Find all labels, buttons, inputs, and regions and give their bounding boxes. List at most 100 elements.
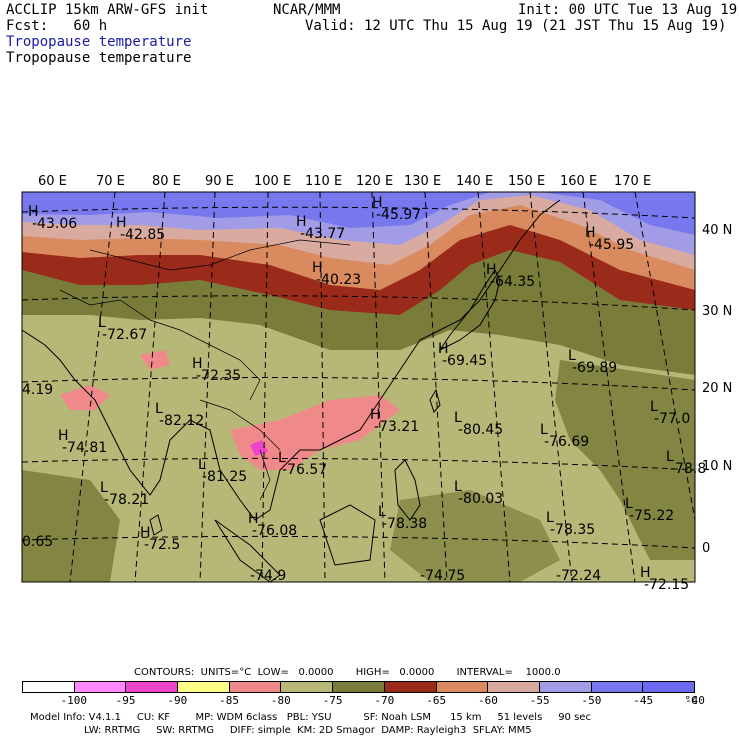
lat-label: 10 N bbox=[702, 459, 732, 474]
high-marker: H bbox=[312, 260, 323, 276]
extremum-value: -76.08 bbox=[252, 523, 297, 539]
extremum-value: -78.8 bbox=[670, 461, 706, 477]
field-patch-salmon-china bbox=[230, 395, 400, 470]
meridian-120e bbox=[371, 192, 386, 582]
low-marker: L bbox=[650, 399, 658, 415]
lon-label: 80 E bbox=[152, 174, 181, 189]
header-title: ACCLIP 15km ARW-GFS init bbox=[6, 2, 209, 18]
high-marker: H bbox=[248, 511, 259, 527]
lat-label: 20 N bbox=[702, 381, 732, 396]
coastlines bbox=[22, 199, 561, 582]
low-marker: L bbox=[454, 410, 462, 426]
extremum-value: -42.85 bbox=[120, 227, 165, 243]
colorbar-tick: -100 bbox=[60, 694, 88, 707]
extremum-value: -72.5 bbox=[144, 537, 180, 553]
coastline-asia bbox=[22, 199, 561, 521]
field-patch-olive-indian bbox=[22, 470, 120, 582]
field-label-shaded: Tropopause temperature bbox=[6, 34, 192, 50]
extremum-value: -40.23 bbox=[316, 272, 361, 288]
high-marker: H bbox=[58, 428, 69, 444]
coastline-japan bbox=[438, 269, 501, 352]
colorbar-tick: -65 bbox=[426, 694, 447, 707]
meridian-90e bbox=[199, 192, 216, 582]
colorbar-tick: -95 bbox=[115, 694, 136, 707]
high-marker: H bbox=[116, 215, 127, 231]
low-marker: L bbox=[546, 510, 554, 526]
lon-label: 150 E bbox=[508, 174, 545, 189]
coastline-philippines bbox=[394, 459, 421, 521]
lat-label: 30 N bbox=[702, 304, 732, 319]
high-marker: H bbox=[486, 262, 497, 278]
high-marker: H bbox=[372, 195, 383, 211]
lon-label: 130 E bbox=[404, 174, 441, 189]
model-info-line1: Model Info: V4.1.1 CU: KF MP: WDM 6class… bbox=[30, 712, 591, 723]
meridian-140e bbox=[477, 192, 511, 582]
colorbar-tick: -50 bbox=[581, 694, 602, 707]
high-marker: H bbox=[296, 214, 307, 230]
lon-label: 60 E bbox=[38, 174, 67, 189]
extremum-value: 0.65 bbox=[22, 534, 53, 550]
colorbar-swatch bbox=[229, 682, 282, 692]
extremum-value: -73.21 bbox=[374, 419, 419, 435]
extremum-value: -72.15 bbox=[644, 577, 689, 593]
field-patch-salmon-tibet bbox=[140, 350, 170, 370]
header-forecast-hour: Fcst: 60 h bbox=[6, 18, 108, 34]
extremum-value: -74.81 bbox=[62, 440, 107, 456]
high-marker: H bbox=[585, 225, 596, 241]
lon-label: 90 E bbox=[205, 174, 234, 189]
low-marker: L bbox=[198, 457, 206, 473]
extremum-value: -72.67 bbox=[102, 327, 147, 343]
colorbar-swatch bbox=[591, 682, 644, 692]
colorbar-tick: -75 bbox=[322, 694, 343, 707]
parallel-30n bbox=[22, 295, 695, 311]
lon-label: 170 E bbox=[614, 174, 651, 189]
meridian-110e bbox=[319, 192, 326, 582]
extremum-value: -69.45 bbox=[442, 353, 487, 369]
low-marker: L bbox=[625, 496, 633, 512]
high-marker: H bbox=[192, 356, 203, 372]
extremum-value: -72.35 bbox=[196, 368, 241, 384]
low-marker: L bbox=[568, 348, 576, 364]
extremum-value: -78.35 bbox=[550, 522, 595, 538]
meridian-170e bbox=[634, 192, 695, 521]
extremum-value: -69.89 bbox=[572, 360, 617, 376]
colorbar-tick: -40 bbox=[685, 694, 705, 707]
country-borders bbox=[59, 239, 351, 501]
longitude-labels: 60 E 70 E 80 E 90 E 100 E 110 E 120 E 130 E 140 … bbox=[38, 174, 651, 189]
colorbar-swatch bbox=[178, 682, 230, 692]
header-init-time: Init: 00 UTC Tue 13 Aug 19 bbox=[518, 2, 738, 18]
latitude-labels: 40 N 30 N 20 N 10 N 0 bbox=[702, 223, 732, 556]
parallel-40n bbox=[22, 206, 695, 219]
colorbar-tick: -85 bbox=[219, 694, 239, 707]
field-patch-salmon-india bbox=[60, 385, 110, 410]
header-valid-time: Valid: 12 UTC Thu 15 Aug 19 (21 JST Thu … bbox=[305, 18, 727, 34]
low-marker: L bbox=[378, 504, 386, 520]
colorbar-tick: -60 bbox=[477, 694, 498, 707]
extremum-value: -43.06 bbox=[32, 216, 77, 232]
map-border bbox=[21, 191, 696, 583]
colorbar-swatch bbox=[23, 682, 75, 692]
meridian-100e bbox=[261, 192, 269, 582]
lon-label: 140 E bbox=[456, 174, 493, 189]
low-marker: L bbox=[278, 450, 286, 466]
colorbar-tick: -80 bbox=[270, 694, 291, 707]
extremum-value: -76.57 bbox=[282, 462, 327, 478]
high-marker: H bbox=[640, 565, 651, 581]
colorbar-swatch bbox=[436, 682, 489, 692]
colorbar-swatch bbox=[333, 682, 385, 692]
lon-label: 120 E bbox=[356, 174, 393, 189]
colorbar bbox=[22, 681, 695, 693]
extremum-value: -64.35 bbox=[490, 274, 535, 290]
extremum-value: -45.95 bbox=[589, 237, 634, 253]
field-patch-olive-maritime bbox=[390, 490, 560, 582]
extremum-value: -80.03 bbox=[458, 491, 503, 507]
field-band-blue bbox=[22, 192, 695, 235]
lat-label: 40 N bbox=[702, 223, 732, 238]
extremum-value: 4.19 bbox=[22, 382, 53, 398]
header-org: NCAR/MMM bbox=[273, 2, 341, 18]
low-marker: L bbox=[155, 401, 163, 417]
coastline-sumatra bbox=[214, 519, 281, 582]
extremum-value: -78.21 bbox=[104, 492, 149, 508]
extremum-value: -80.45 bbox=[458, 422, 503, 438]
